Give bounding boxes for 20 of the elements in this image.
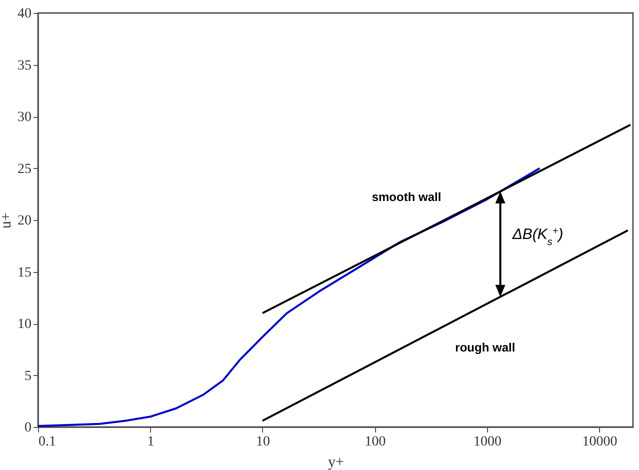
y-tick-label: 15 xyxy=(18,265,32,280)
x-tick-label: 10 xyxy=(256,434,270,450)
annotation: ΔB(K$_{s}$$^{+}$) xyxy=(511,226,564,248)
x-tick-label: 10000 xyxy=(582,434,618,450)
y-tick-label: 0 xyxy=(24,420,32,436)
x-tick-label: 1000 xyxy=(473,434,502,450)
y-axis-title: u+ xyxy=(0,212,14,228)
x-tick-label: 0.1 xyxy=(38,434,56,450)
x-tick-label: 1 xyxy=(147,434,154,450)
y-tick-label: 40 xyxy=(18,6,32,22)
y-tick-label: 20 xyxy=(18,214,32,228)
y-tick-label: 35 xyxy=(18,58,32,74)
y-tick-label: 10 xyxy=(18,317,32,332)
x-axis-title: y+ xyxy=(328,454,344,470)
series-label: rough wall xyxy=(455,340,516,355)
x-tick-label: 100 xyxy=(364,434,386,450)
y-tick-label: 25 xyxy=(18,162,32,177)
series-label: smooth wall xyxy=(372,190,442,204)
y-tick-label: 5 xyxy=(24,368,32,384)
y-tick-label: 30 xyxy=(18,110,32,125)
